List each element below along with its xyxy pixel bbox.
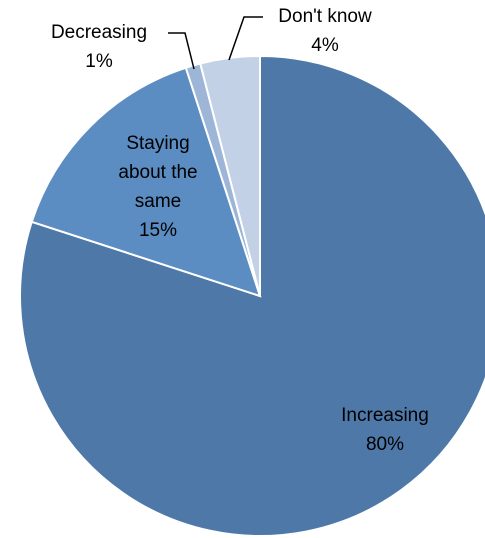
- slice-increasing: [19, 54, 485, 537]
- slice-labels: Increasing 80% Staying about the same 15…: [51, 6, 429, 455]
- label-staying-line-2: about the: [118, 162, 197, 183]
- value-staying: 15%: [139, 220, 177, 241]
- value-dont-know: 4%: [311, 35, 339, 56]
- value-decreasing: 1%: [85, 51, 113, 72]
- label-staying-line-3: same: [135, 191, 181, 212]
- label-dont-know: Don't know: [278, 6, 372, 27]
- label-decreasing: Decreasing: [51, 22, 147, 43]
- label-staying-line-1: Staying: [126, 133, 189, 154]
- label-increasing: Increasing: [341, 405, 429, 426]
- pie-slices: [19, 54, 485, 537]
- value-increasing: 80%: [366, 434, 404, 455]
- leader-line-dont-know: [228, 16, 263, 61]
- leader-line-decreasing: [168, 32, 195, 70]
- leader-lines: [168, 16, 263, 70]
- slice-staying-about-the-same: [30, 66, 262, 298]
